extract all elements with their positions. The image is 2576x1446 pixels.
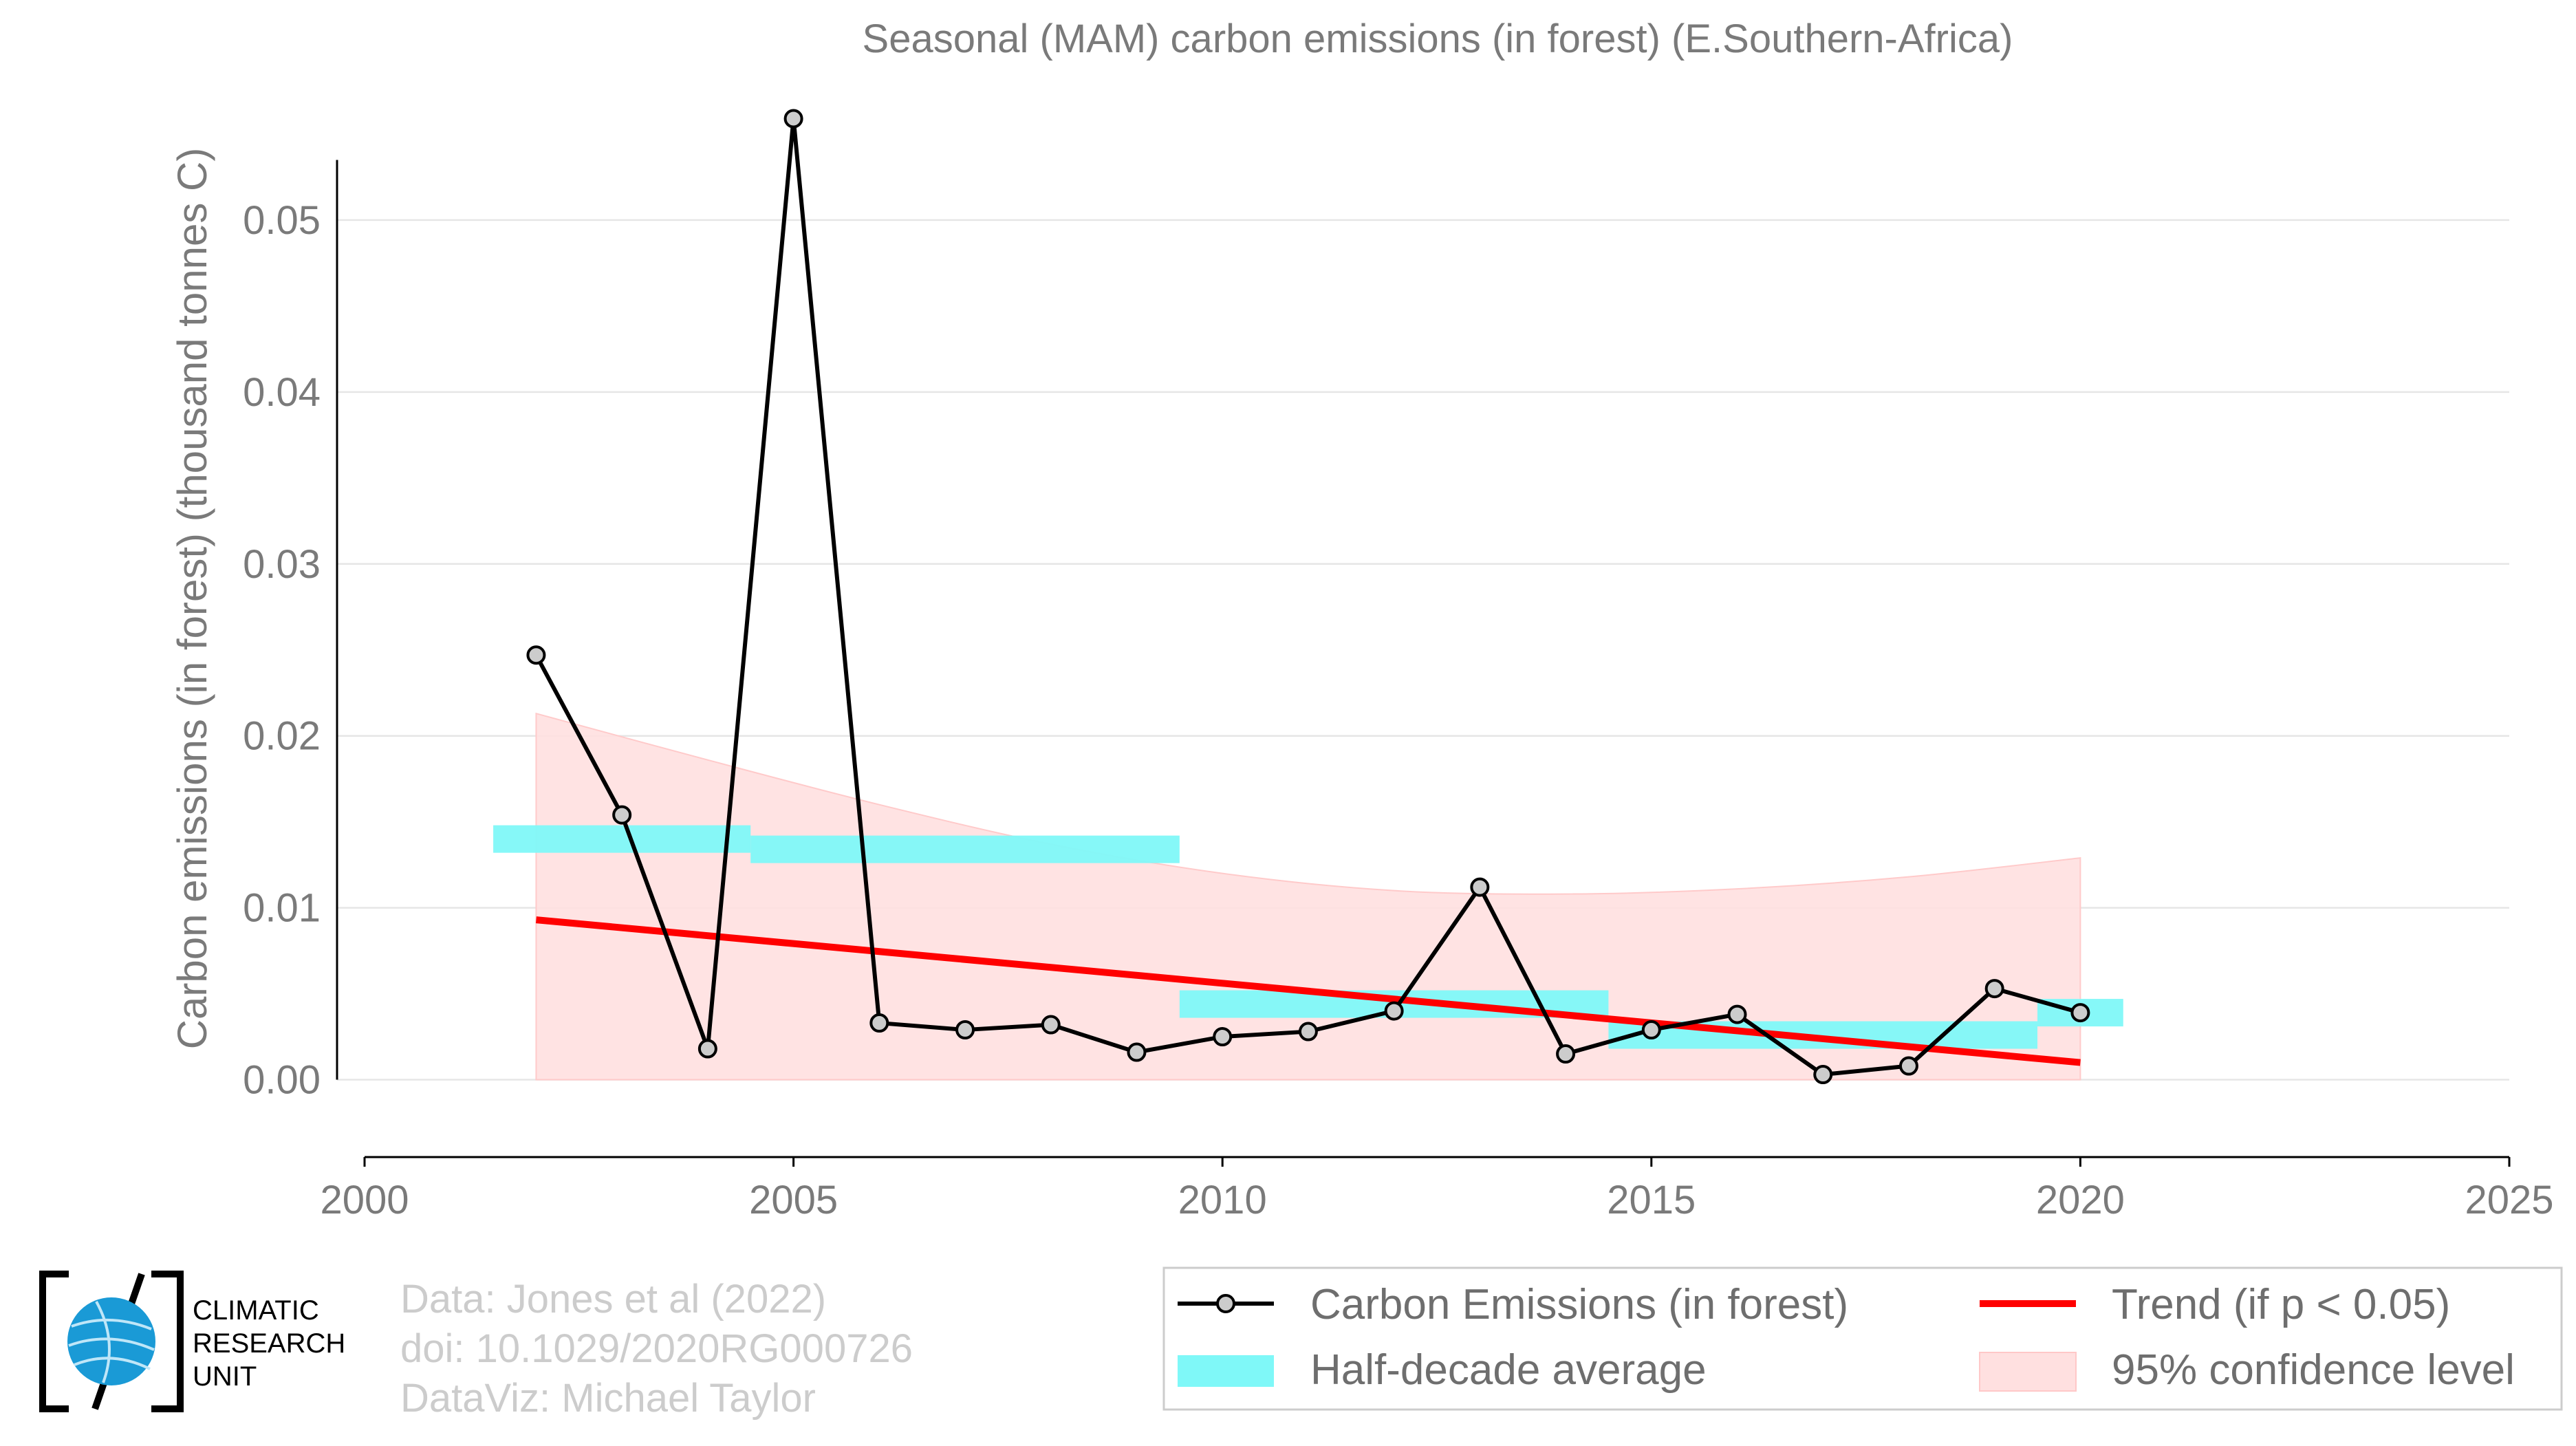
legend: Carbon Emissions (in forest) Trend (if p… xyxy=(1162,1266,2563,1411)
data-point xyxy=(1470,877,1490,897)
y-tick-label: 0.05 xyxy=(243,198,321,243)
data-point xyxy=(783,109,803,129)
y-tick-label: 0.04 xyxy=(243,370,321,415)
axes: 0.00 0.01 0.02 0.03 0.04 0.05 2000 2005 2010 2015… xyxy=(243,160,2554,1222)
data-point xyxy=(1041,1015,1061,1035)
logo-text-line: CLIMATIC xyxy=(193,1295,319,1326)
legend-label-trend: Trend (if p < 0.05) xyxy=(2112,1281,2450,1328)
x-tick-label: 2020 xyxy=(2036,1178,2125,1222)
globe-icon xyxy=(67,1297,155,1385)
x-tick-label: 2010 xyxy=(1178,1178,1267,1222)
data-point xyxy=(1898,1056,1918,1076)
x-tick-label: 2000 xyxy=(320,1178,409,1222)
data-point xyxy=(1556,1044,1576,1064)
logo-bracket-right xyxy=(151,1271,184,1412)
half-decade-bar xyxy=(750,835,1180,863)
data-point xyxy=(1813,1065,1833,1085)
x-tick-label: 2025 xyxy=(2465,1178,2553,1222)
y-tick-label: 0.00 xyxy=(243,1058,321,1103)
half-decade-layer xyxy=(493,825,2123,1049)
confidence-band xyxy=(535,712,2081,1081)
confidence-band-layer xyxy=(535,712,2081,1081)
legend-label-emissions: Carbon Emissions (in forest) xyxy=(1310,1281,1848,1328)
data-point xyxy=(612,805,632,825)
y-axis-label: Carbon emissions (in forest) (thousand t… xyxy=(169,148,215,1050)
credit-data-source: Data: Jones et al (2022) xyxy=(400,1277,826,1321)
data-point xyxy=(526,645,546,665)
data-point xyxy=(955,1020,975,1040)
data-point xyxy=(1127,1042,1147,1062)
data-point xyxy=(1213,1027,1233,1047)
y-tick-label: 0.01 xyxy=(243,886,321,931)
legend-key-emissions xyxy=(1178,1294,1274,1313)
trend-line xyxy=(535,916,2081,1066)
data-point xyxy=(1298,1022,1318,1042)
x-tick-label: 2005 xyxy=(749,1178,838,1222)
legend-key-confidence xyxy=(1979,1352,2077,1392)
legend-label-confidence: 95% confidence level xyxy=(2112,1346,2515,1394)
trend-layer xyxy=(535,916,2081,1066)
y-tick-label: 0.02 xyxy=(243,714,321,759)
data-point xyxy=(1384,1001,1404,1021)
data-point xyxy=(1727,1004,1747,1024)
legend-label-halfdecade: Half-decade average xyxy=(1310,1346,1707,1394)
cru-logo: CLIMATIC RESEARCH UNIT xyxy=(39,1271,345,1412)
data-point xyxy=(697,1039,717,1059)
logo-bracket-left xyxy=(39,1271,69,1412)
logo-text-line: RESEARCH xyxy=(193,1328,345,1359)
legend-box xyxy=(1162,1266,2563,1411)
chart-title: Seasonal (MAM) carbon emissions (in fore… xyxy=(863,17,2013,61)
data-point xyxy=(1641,1020,1661,1040)
credit-doi: doi: 10.1029/2020RG000726 xyxy=(400,1326,913,1371)
data-point xyxy=(869,1013,889,1033)
legend-key-halfdecade xyxy=(1178,1355,1274,1387)
credit-dataviz: DataViz: Michael Taylor xyxy=(400,1376,816,1421)
logo-text-line: UNIT xyxy=(193,1361,257,1392)
x-tick-label: 2015 xyxy=(1607,1178,1696,1222)
series-layer xyxy=(526,109,2090,1085)
data-point xyxy=(1984,979,2004,999)
data-point xyxy=(2070,1003,2090,1023)
y-tick-label: 0.03 xyxy=(243,542,321,587)
half-decade-bar xyxy=(493,825,751,853)
